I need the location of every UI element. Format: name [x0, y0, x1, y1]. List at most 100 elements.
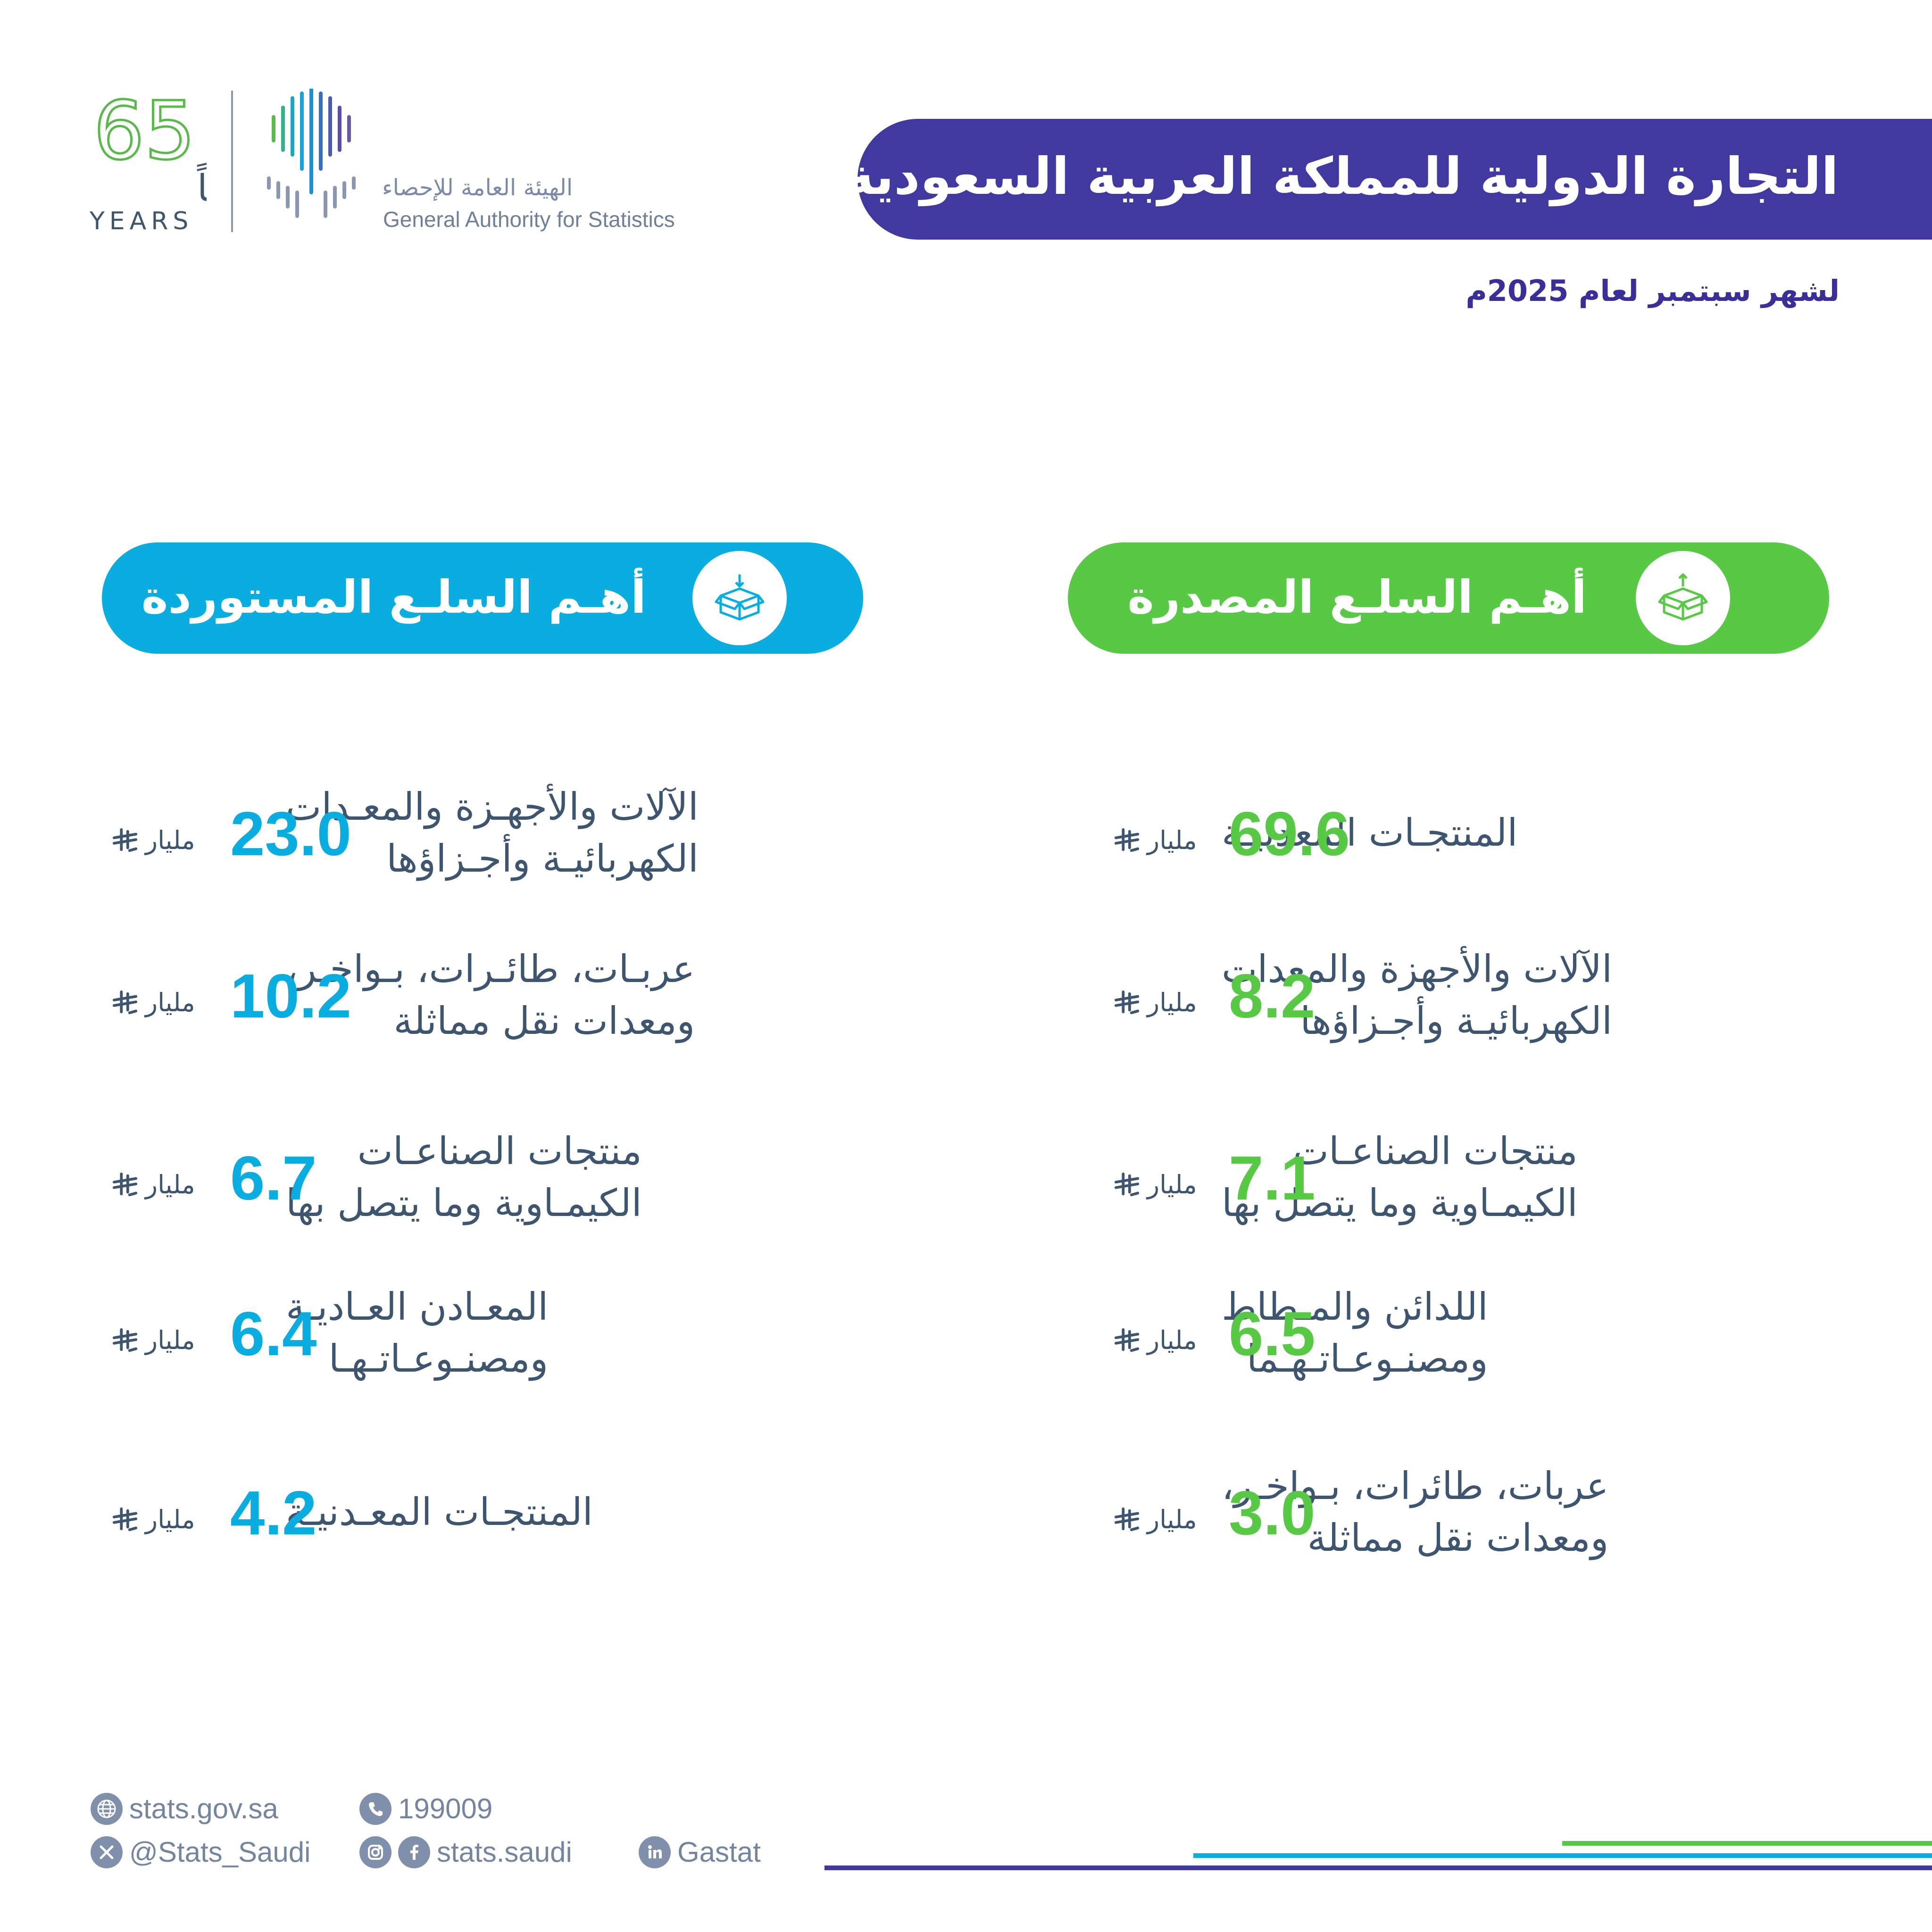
gastat-logo-icon	[264, 87, 368, 230]
facebook-icon	[398, 1836, 430, 1868]
imports-item-label: المنتجـات المعـدنيـة	[286, 1456, 852, 1569]
exports-item-value: 3.0	[1229, 1478, 1316, 1548]
label-line: ومعدات نقل مماثلة	[1307, 1516, 1609, 1560]
label-line: الكيمـاوية وما يتصل بها	[286, 1181, 642, 1225]
website-text: stats.gov.sa	[129, 1793, 278, 1824]
label-line: ومصنـوعـاتـهـا	[328, 1337, 549, 1381]
imports-section-header: أهـم السلـع المستوردة	[102, 542, 863, 654]
box-export-icon	[1636, 551, 1730, 645]
riyal-icon	[1113, 1327, 1141, 1354]
imports-item-label: الآلات والأجهـزة والمعـدات الكهربائيـة وأ…	[286, 776, 852, 890]
footer-phone[interactable]: 199009	[359, 1792, 492, 1825]
phone-text: 199009	[398, 1793, 493, 1824]
unit-text: مليار	[145, 1170, 195, 1199]
imports-item-value: 23.0	[230, 799, 351, 868]
anniversary-ar: عــامـاً	[197, 162, 207, 210]
instagram-icon	[359, 1836, 391, 1868]
exports-item-value: 6.5	[1229, 1299, 1316, 1368]
label-line: ومعدات نقل مماثلة	[393, 999, 695, 1043]
exports-item-label: عربات، طائرات، بـواخـر، ومعدات نقل مماثلة	[1222, 1456, 1788, 1569]
header-banner: التجارة الدولية للمملكة العربية السعودية	[844, 119, 1932, 240]
imports-item-value: 6.4	[230, 1299, 317, 1368]
currency-unit: مليار	[111, 1170, 195, 1199]
currency-unit: مليار	[1113, 1325, 1197, 1355]
imports-row: المنتجـات المعـدنيـة 4.2 مليار	[111, 1456, 852, 1569]
unit-text: مليار	[145, 825, 195, 855]
footer-line-blue	[1193, 1853, 1932, 1858]
exports-item-label: اللدائن والمـطاط ومصنـوعـاتـهـما	[1222, 1276, 1788, 1390]
x-handle-text: @Stats_Saudi	[129, 1836, 311, 1868]
exports-row: عربات، طائرات، بـواخـر، ومعدات نقل مماثلة…	[1113, 1456, 1788, 1569]
currency-unit: مليار	[1113, 825, 1197, 855]
imports-item-value: 4.2	[230, 1478, 317, 1548]
box-import-icon	[692, 551, 787, 645]
unit-text: مليار	[1147, 825, 1197, 855]
riyal-icon	[111, 827, 139, 854]
imports-row: منتجات الصناعـات الكيمـاوية وما يتصل بها 6…	[111, 1121, 852, 1234]
currency-unit: مليار	[111, 825, 195, 855]
unit-text: مليار	[1147, 1170, 1197, 1199]
label-line: الكيمـاوية وما يتصل بها	[1222, 1181, 1578, 1225]
anniversary-number: 65	[93, 88, 195, 178]
imports-row: المعـادن العـاديـة ومصنـوعـاتـهـا 6.4 مليار	[111, 1276, 852, 1390]
exports-title: أهـم السلـع المصدرة	[1127, 571, 1587, 624]
social-handle-text: stats.saudi	[437, 1836, 572, 1868]
linkedin-text: Gastat	[677, 1836, 761, 1868]
exports-item-label: الآلات والأجهزة والمعدات الكهربائيـة وأجـ…	[1222, 939, 1788, 1052]
unit-text: مليار	[145, 988, 195, 1017]
unit-text: مليار	[145, 1325, 195, 1355]
currency-unit: مليار	[111, 988, 195, 1017]
page-subtitle: لشهر سبتمبر لعام 2025م	[1466, 274, 1840, 308]
unit-text: مليار	[145, 1505, 195, 1534]
riyal-icon	[1113, 989, 1141, 1016]
exports-row: منتجات الصناعـات الكيمـاوية وما يتصل بها 7…	[1113, 1121, 1788, 1234]
label-line: الآلات والأجهزة والمعدات	[1222, 947, 1613, 991]
label-line: عربات، طائرات، بـواخـر،	[1222, 1464, 1609, 1508]
label-line: المنتجـات المعـدنيـة	[286, 1490, 593, 1534]
imports-item-label: المعـادن العـاديـة ومصنـوعـاتـهـا	[286, 1276, 852, 1390]
x-icon	[91, 1836, 123, 1868]
phone-icon	[359, 1792, 391, 1825]
footer-line-green	[1562, 1841, 1932, 1846]
label-line: الكهربائيـة وأجـزاؤها	[386, 837, 699, 881]
authority-name-en: General Authority for Statistics	[383, 207, 675, 232]
riyal-icon	[111, 1327, 139, 1354]
exports-section-header: أهـم السلـع المصدرة	[1068, 542, 1829, 654]
exports-item-value: 8.2	[1229, 961, 1316, 1031]
label-line: الكهربائيـة وأجـزاؤها	[1300, 999, 1613, 1043]
currency-unit: مليار	[111, 1325, 195, 1355]
page-title: التجارة الدولية للمملكة العربية السعودية	[844, 147, 1839, 206]
imports-item-label: منتجات الصناعـات الكيمـاوية وما يتصل بها	[286, 1121, 852, 1234]
footer-social[interactable]: stats.saudi	[359, 1836, 572, 1868]
label-line: ومصنـوعـاتـهـما	[1246, 1337, 1488, 1381]
globe-icon	[91, 1792, 123, 1825]
label-line: منتجات الصناعـات	[357, 1129, 642, 1173]
exports-item-value: 7.1	[1229, 1143, 1316, 1213]
anniversary-en: YEARS	[89, 207, 193, 235]
exports-item-label: المنتجـات المعدنيـة	[1222, 776, 1788, 890]
riyal-icon	[1113, 1171, 1141, 1199]
imports-item-value: 6.7	[230, 1143, 317, 1213]
currency-unit: مليار	[1113, 1505, 1197, 1534]
label-line: اللدائن والمـطاط	[1222, 1285, 1488, 1329]
exports-row: اللدائن والمـطاط ومصنـوعـاتـهـما 6.5 مليار	[1113, 1276, 1788, 1390]
riyal-icon	[111, 989, 139, 1016]
unit-text: مليار	[1147, 1325, 1197, 1355]
label-line: الآلات والأجهـزة والمعـدات	[286, 785, 699, 829]
riyal-icon	[1113, 827, 1141, 854]
footer-linkedin[interactable]: Gastat	[639, 1836, 761, 1868]
riyal-icon	[111, 1506, 139, 1533]
unit-text: مليار	[1147, 988, 1197, 1017]
imports-item-label: عربـات، طائـرات، بـواخـر، ومعدات نقل مماث…	[286, 939, 852, 1052]
anniversary-logo: 65 عــامـاً YEARS	[89, 83, 293, 239]
imports-item-value: 10.2	[230, 961, 351, 1031]
label-line: عربـات، طائـرات، بـواخـر،	[286, 947, 695, 991]
linkedin-icon	[639, 1836, 671, 1868]
footer-line-purple	[824, 1865, 1932, 1870]
footer-x[interactable]: @Stats_Saudi	[91, 1836, 310, 1868]
currency-unit: مليار	[1113, 1170, 1197, 1199]
label-line: منتجات الصناعـات	[1293, 1129, 1578, 1173]
exports-item-value: 69.6	[1229, 799, 1350, 868]
footer-website[interactable]: stats.gov.sa	[91, 1792, 278, 1825]
label-line: المنتجـات المعدنيـة	[1222, 811, 1518, 855]
